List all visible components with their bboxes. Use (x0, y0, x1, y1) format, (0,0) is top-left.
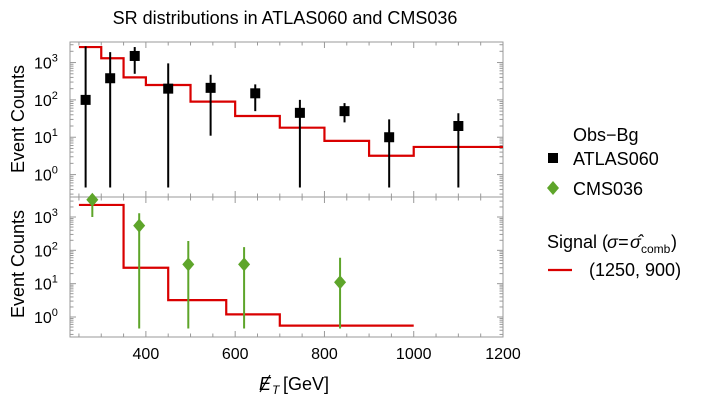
atlas-y-tick-label: 101 (34, 127, 58, 147)
atlas-data-point (129, 50, 140, 61)
legend-signal-prefix: Signal ( (547, 232, 608, 252)
legend-atlas-marker (548, 153, 558, 163)
cms-y-tick-label: 101 (34, 274, 58, 294)
cms-y-ticks: 100 101 102 103 (34, 200, 503, 335)
x-tick-label: 1000 (396, 346, 432, 363)
x-axis-label: E T [GeV] (259, 374, 329, 397)
atlas-y-tick-label: 100 (34, 165, 58, 185)
atlas-data-point (205, 82, 216, 93)
atlas-y-tick-label: 102 (34, 90, 58, 110)
atlas-data-point (453, 120, 464, 131)
x-axis-label-slash (259, 374, 271, 393)
cms-data-point (334, 275, 347, 290)
cms-data-point (238, 257, 251, 272)
legend-signal-suffix: ) (671, 232, 677, 252)
cms-y-tick-label: 102 (34, 240, 58, 260)
atlas-y-tick-label: 103 (34, 53, 58, 73)
legend-signal-sub: comb (641, 242, 671, 256)
legend-signal-label: (1250, 900) (589, 260, 681, 280)
cms-data-point (133, 218, 146, 233)
x-ticks: 400 600 800 1000 1200 (78, 42, 521, 363)
atlas-y-axis-label: Event Counts (8, 65, 28, 173)
legend-atlas-label: ATLAS060 (573, 149, 659, 169)
cms-panel: 100 101 102 103 Event Counts (8, 192, 504, 338)
cms-points (86, 192, 347, 329)
chart-title: SR distributions in ATLAS060 and CMS036 (113, 8, 458, 28)
cms-panel-frame (69, 196, 504, 338)
cms-data-point (182, 257, 195, 272)
atlas-data-point (294, 107, 305, 118)
cms-y-axis-label: Event Counts (8, 210, 28, 318)
legend-cms-label: CMS036 (573, 179, 643, 199)
legend: Obs−Bg ATLAS060 CMS036 Signal ( σ= σ̂ co… (547, 125, 681, 280)
atlas-points (80, 46, 464, 188)
x-tick-label: 1200 (485, 346, 521, 363)
atlas-signal-step (78, 45, 503, 157)
x-axis-label-unit: [GeV] (283, 374, 329, 394)
cms-y-tick-label: 103 (34, 207, 58, 227)
x-tick-label: 600 (222, 346, 249, 363)
x-tick-label: 800 (311, 346, 338, 363)
cms-data-point (86, 192, 99, 207)
legend-signal-hat: σ̂ (630, 232, 644, 252)
x-tick-label: 400 (133, 346, 160, 363)
cms-signal-step (78, 203, 414, 327)
atlas-data-point (163, 83, 174, 94)
atlas-y-ticks: 100 101 102 103 (34, 44, 503, 195)
atlas-data-point (384, 132, 395, 143)
legend-signal-sigma: σ= (607, 232, 628, 252)
x-axis-label-sub: T (272, 383, 281, 397)
cms-y-tick-label: 100 (34, 307, 58, 327)
legend-signal-title: Signal ( σ= σ̂ comb ) (547, 232, 677, 256)
atlas-data-point (339, 106, 350, 117)
atlas-data-point (250, 88, 261, 99)
legend-heading: Obs−Bg (573, 125, 639, 145)
atlas-data-point (80, 94, 91, 105)
legend-cms-marker (547, 181, 559, 195)
atlas-panel: 100 101 102 103 Event Counts (8, 41, 504, 198)
atlas-data-point (105, 73, 116, 84)
